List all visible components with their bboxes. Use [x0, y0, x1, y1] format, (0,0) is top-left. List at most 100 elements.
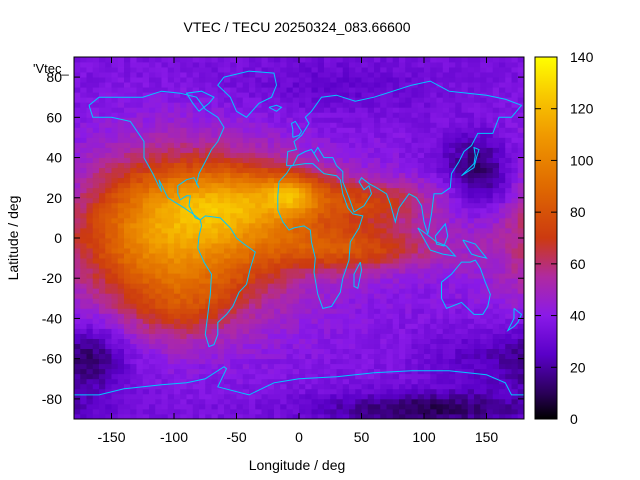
heatmap-cell	[230, 227, 237, 234]
heatmap-cell	[361, 358, 369, 365]
heatmap-cell	[224, 232, 231, 239]
heatmap-cell	[342, 323, 350, 329]
heatmap-cell	[299, 122, 306, 128]
heatmap-cell	[236, 368, 244, 375]
heatmap-cell	[255, 368, 262, 375]
heatmap-cell	[317, 162, 325, 169]
heatmap-cell	[74, 333, 81, 339]
heatmap-cell	[117, 368, 125, 375]
heatmap-cell	[461, 308, 469, 314]
heatmap-cell	[311, 408, 319, 415]
heatmap-cell	[411, 152, 419, 158]
heatmap-cell	[136, 97, 144, 103]
heatmap-cell	[486, 132, 494, 138]
heatmap-cell	[136, 232, 144, 239]
heatmap-cell	[92, 288, 100, 294]
heatmap-cell	[499, 157, 506, 163]
heatmap-cell	[374, 338, 381, 344]
heatmap-cell	[124, 127, 131, 133]
heatmap-cell	[199, 232, 206, 239]
heatmap-cell	[367, 398, 375, 405]
heatmap-cell	[186, 388, 194, 395]
heatmap-cell	[330, 57, 337, 63]
heatmap-cell	[430, 142, 437, 148]
heatmap-cell	[105, 243, 112, 249]
heatmap-cell	[349, 122, 356, 128]
heatmap-cell	[442, 253, 450, 259]
heatmap-cell	[461, 243, 469, 249]
heatmap-cell	[361, 303, 369, 309]
heatmap-cell	[330, 132, 337, 138]
heatmap-cell	[342, 87, 350, 93]
heatmap-cell	[149, 373, 156, 380]
heatmap-cell	[399, 172, 406, 179]
heatmap-cell	[142, 283, 150, 289]
heatmap-cell	[330, 77, 337, 83]
heatmap-cell	[205, 172, 212, 179]
heatmap-cell	[336, 142, 344, 148]
heatmap-cell	[130, 162, 137, 169]
heatmap-cell	[149, 393, 156, 400]
heatmap-cell	[217, 142, 225, 148]
heatmap-cell	[217, 293, 225, 299]
heatmap-cell	[74, 388, 81, 395]
heatmap-cell	[342, 378, 350, 385]
heatmap-cell	[299, 378, 306, 385]
heatmap-cell	[155, 167, 162, 174]
heatmap-cell	[124, 197, 131, 204]
heatmap-cell	[242, 328, 250, 334]
heatmap-cell	[499, 303, 506, 309]
heatmap-cell	[292, 258, 300, 264]
heatmap-cell	[230, 232, 237, 239]
heatmap-cell	[324, 102, 331, 108]
heatmap-cell	[105, 398, 112, 405]
heatmap-cell	[417, 182, 425, 189]
heatmap-cell	[342, 293, 350, 299]
heatmap-cell	[311, 67, 319, 73]
heatmap-cell	[224, 152, 231, 158]
heatmap-cell	[174, 363, 181, 370]
heatmap-cell	[161, 383, 169, 390]
heatmap-cell	[161, 363, 169, 370]
heatmap-cell	[174, 112, 181, 118]
heatmap-cell	[99, 358, 106, 365]
heatmap-cell	[499, 77, 506, 83]
heatmap-cell	[249, 212, 256, 219]
heatmap-cell	[480, 102, 487, 108]
heatmap-cell	[286, 72, 294, 78]
heatmap-cell	[424, 222, 431, 229]
heatmap-cell	[161, 323, 169, 329]
heatmap-cell	[436, 283, 444, 289]
heatmap-cell	[299, 413, 306, 420]
heatmap-cell	[261, 298, 269, 304]
heatmap-cell	[217, 117, 225, 123]
heatmap-cell	[405, 177, 412, 184]
heatmap-cell	[305, 403, 312, 410]
heatmap-cell	[392, 167, 400, 174]
heatmap-cell	[224, 238, 231, 244]
heatmap-cell	[292, 72, 300, 78]
heatmap-cell	[299, 393, 306, 400]
heatmap-cell	[242, 232, 250, 239]
heatmap-cell	[105, 298, 112, 304]
heatmap-cell	[261, 67, 269, 73]
heatmap-cell	[467, 162, 475, 169]
heatmap-cell	[242, 162, 250, 169]
heatmap-cell	[242, 378, 250, 385]
heatmap-cell	[292, 122, 300, 128]
heatmap-cell	[411, 217, 419, 224]
heatmap-cell	[267, 67, 275, 73]
heatmap-cell	[367, 127, 375, 133]
heatmap-cell	[342, 227, 350, 234]
heatmap-cell	[249, 388, 256, 395]
heatmap-cell	[492, 117, 500, 123]
heatmap-cell	[461, 263, 469, 269]
heatmap-cell	[249, 263, 256, 269]
heatmap-cell	[155, 172, 162, 179]
heatmap-cell	[217, 177, 225, 184]
heatmap-cell	[130, 57, 137, 63]
heatmap-cell	[180, 127, 187, 133]
heatmap-cell	[411, 278, 419, 284]
heatmap-cell	[142, 368, 150, 375]
heatmap-cell	[242, 172, 250, 179]
